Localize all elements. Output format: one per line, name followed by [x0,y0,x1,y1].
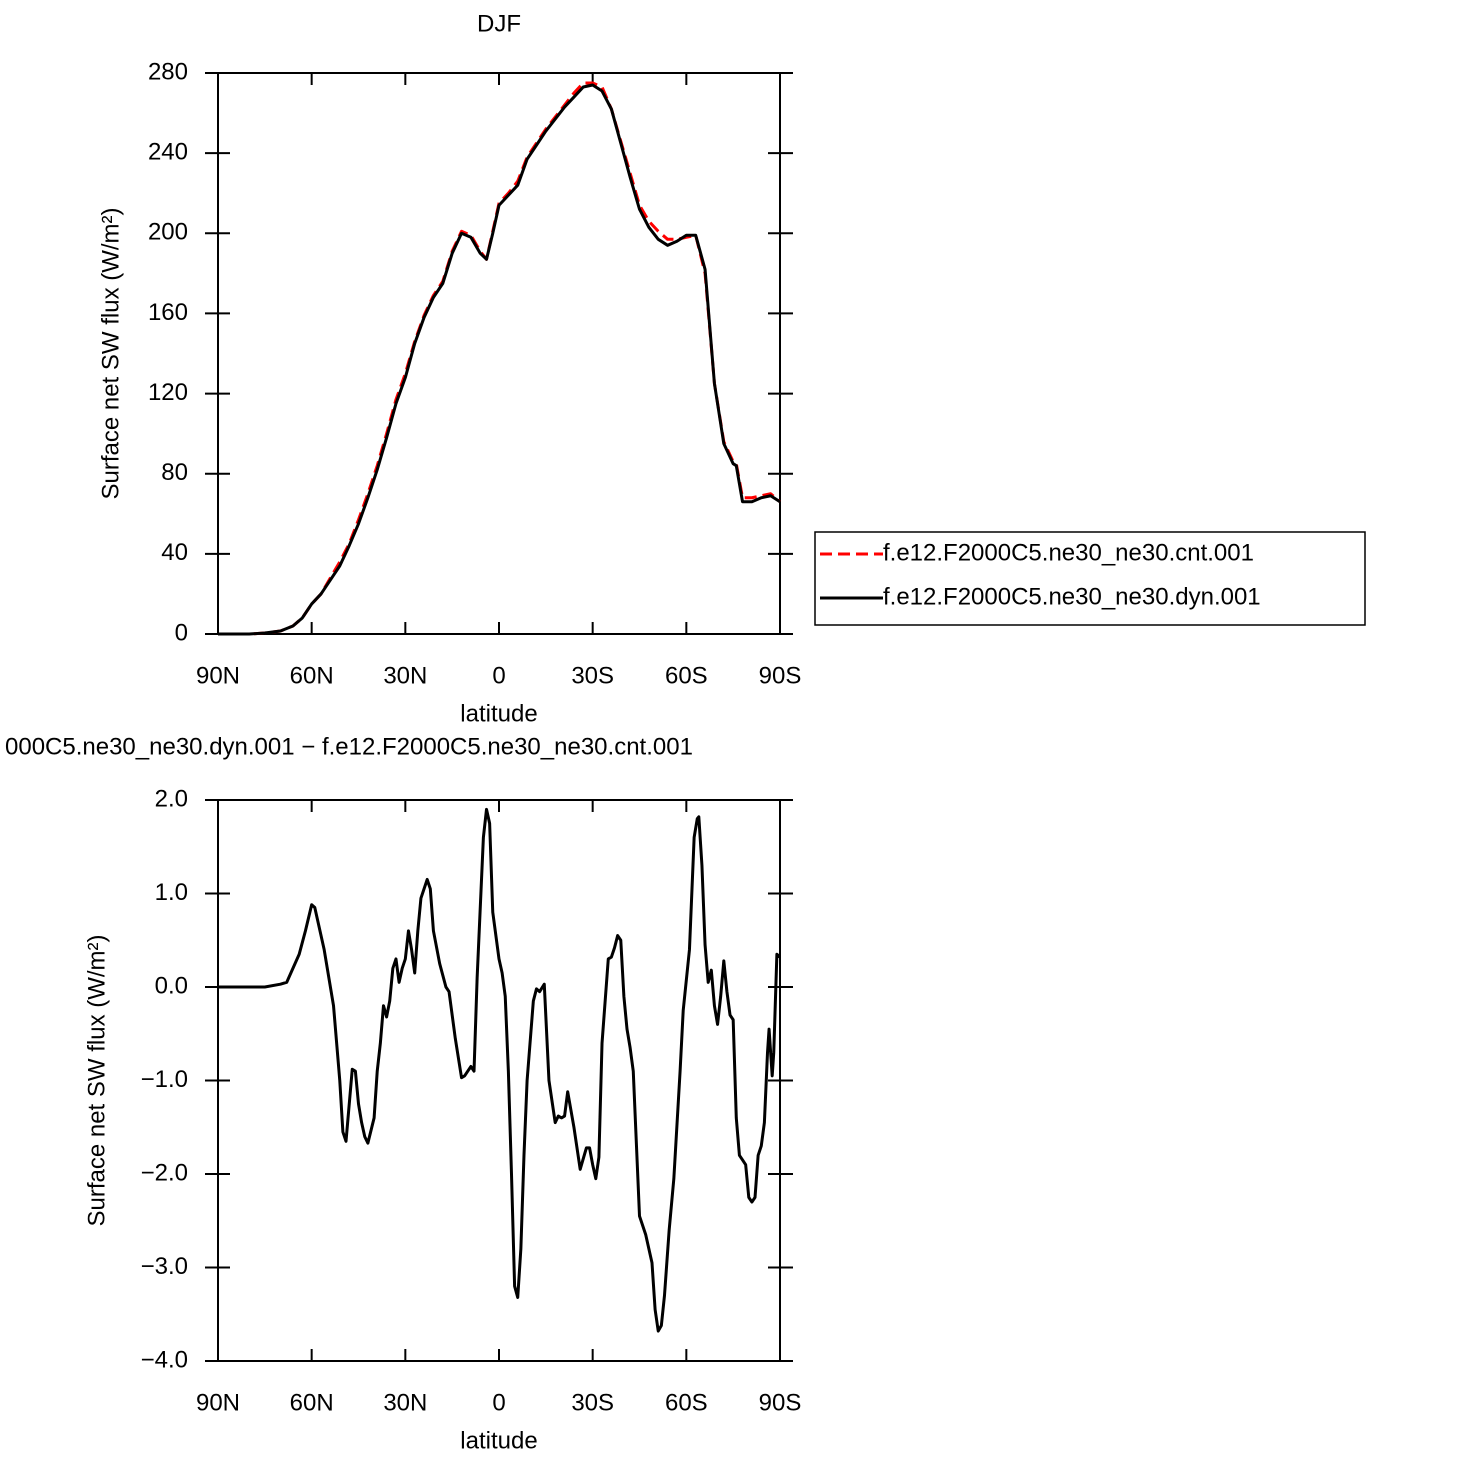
x-tick-label: 0 [492,662,505,689]
y-tick-label: −2.0 [141,1159,188,1186]
y-tick-label: 160 [148,299,188,326]
y-tick-label: −4.0 [141,1346,188,1373]
chart-title: DJF [477,10,521,37]
x-tick-label: 60S [665,662,708,689]
data-line [218,83,781,636]
x-axis-label: latitude [460,1427,537,1454]
plot-frame [217,799,781,1362]
y-axis-label: Surface net SW flux (W/m²) [97,207,124,499]
x-tick-label: 30S [571,662,614,689]
legend-label: f.e12.F2000C5.ne30_ne30.cnt.001 [883,539,1254,566]
x-tick-label: 90S [759,662,802,689]
x-tick-label: 30N [383,1389,427,1416]
y-tick-label: 2.0 [155,785,188,812]
x-tick-label: 30S [571,1389,614,1416]
x-tick-label: 60N [290,662,334,689]
y-tick-label: 80 [161,459,188,486]
y-tick-label: 240 [148,138,188,165]
y-tick-label: 0.0 [155,972,188,999]
x-axis-label: latitude [460,700,537,727]
y-tick-label: 120 [148,379,188,406]
y-tick-label: 1.0 [155,879,188,906]
legend-label: f.e12.F2000C5.ne30_ne30.dyn.001 [883,583,1261,610]
y-tick-label: −1.0 [141,1066,188,1093]
y-tick-label: 40 [161,539,188,566]
legend-box [814,531,1366,626]
x-tick-label: 60S [665,1389,708,1416]
y-axis-label: Surface net SW flux (W/m²) [83,934,110,1226]
y-tick-label: 280 [148,58,188,85]
x-tick-label: 30N [383,662,427,689]
x-tick-label: 0 [492,1389,505,1416]
data-line [218,807,782,1333]
x-tick-label: 90N [196,662,240,689]
data-line [218,81,781,636]
y-tick-label: −3.0 [141,1253,188,1280]
plot-frame [217,72,781,635]
chart-title: 000C5.ne30_ne30.dyn.001 − f.e12.F2000C5.… [5,733,693,760]
y-tick-label: 200 [148,219,188,246]
x-tick-label: 90S [759,1389,802,1416]
y-tick-label: 0 [175,619,188,646]
x-tick-label: 90N [196,1389,240,1416]
x-tick-label: 60N [290,1389,334,1416]
